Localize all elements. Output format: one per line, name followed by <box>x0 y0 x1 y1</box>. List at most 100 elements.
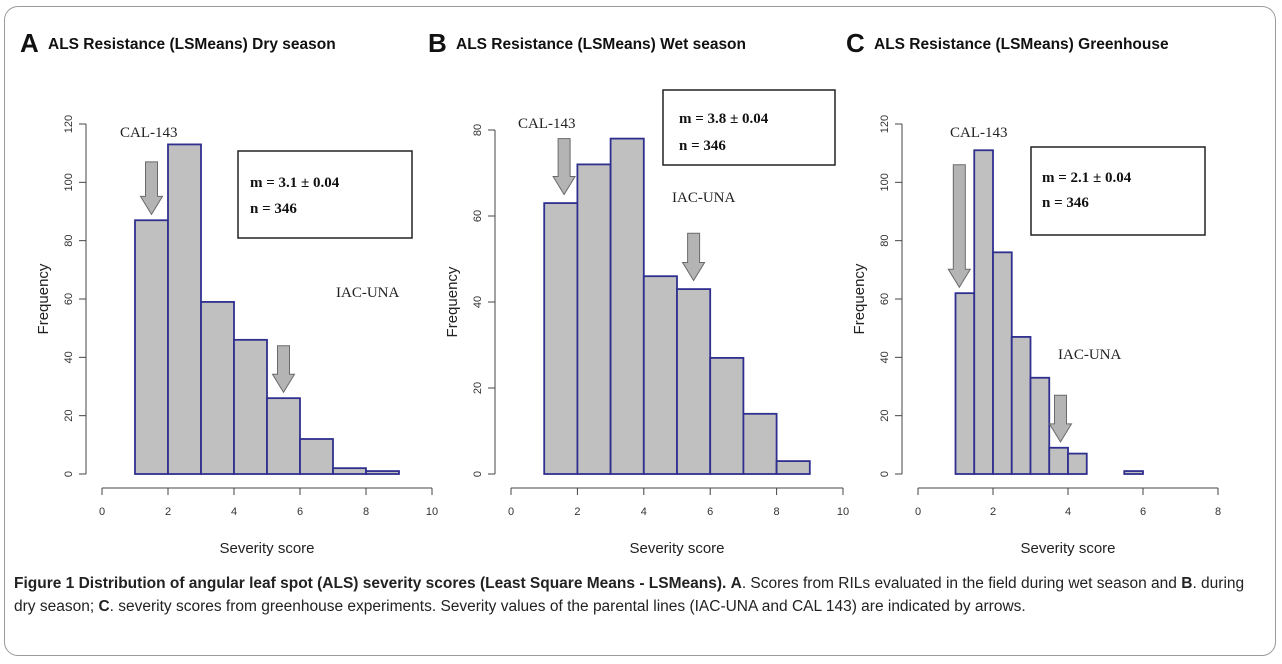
histogram-bar <box>233 338 268 475</box>
y-tick-label: 0 <box>63 471 75 477</box>
panel-b-x-axis-title: Severity score <box>629 540 724 557</box>
x-tick-label: 0 <box>508 506 514 518</box>
histogram-bar <box>1067 452 1088 475</box>
x-tick-label: 10 <box>837 506 849 518</box>
y-tick-label: 100 <box>63 173 75 191</box>
histogram-bar <box>576 163 612 475</box>
panel-b-iac-una-label: IAC-UNA <box>672 190 735 206</box>
histogram-panels: A ALS Resistance (LSMeans) Dry season 0 2 4 6… <box>20 28 1221 557</box>
panel-c-iac-una-arrow <box>1048 394 1073 443</box>
caption-title: Figure 1 Distribution of angular leaf sp… <box>14 575 727 592</box>
histogram-bar <box>1029 376 1051 475</box>
panel-b-stats-n: n = 346 <box>679 138 726 154</box>
x-tick-label: 6 <box>297 506 303 518</box>
panel-b-cal-143-label: CAL-143 <box>518 116 576 132</box>
y-tick-label: 100 <box>879 173 891 191</box>
panel-c-label: C <box>846 28 865 58</box>
x-tick-label: 0 <box>915 506 921 518</box>
x-tick-label: 4 <box>231 506 237 518</box>
panel-a-stats-box <box>237 150 413 239</box>
panel-a-label: A <box>20 28 39 58</box>
panel-b-label: B <box>428 28 447 58</box>
panel-a-x-axis-title: Severity score <box>219 540 314 557</box>
histogram-bar <box>709 356 745 475</box>
panel-a-iac-una-label: IAC-UNA <box>336 285 399 301</box>
histogram-bar <box>742 412 778 475</box>
y-tick-label: 80 <box>63 235 75 247</box>
panel-c-stats-n: n = 346 <box>1042 195 1089 211</box>
y-tick-label: 60 <box>63 293 75 305</box>
y-tick-label: 0 <box>472 471 484 477</box>
caption-text-b: . during dry season; <box>14 575 1245 615</box>
y-tick-label: 60 <box>472 210 484 222</box>
x-tick-label: 4 <box>1065 506 1071 518</box>
histogram-bar <box>1048 446 1069 475</box>
caption-text-a: . Scores from RILs evaluated in the fiel… <box>741 575 1182 592</box>
y-tick-label: 20 <box>879 410 891 422</box>
histogram-bar <box>200 301 235 475</box>
histogram-bar <box>1123 470 1144 475</box>
histogram-bar <box>1010 336 1032 475</box>
histogram-bar <box>676 288 712 475</box>
y-tick-label: 120 <box>63 115 75 133</box>
y-tick-label: 40 <box>63 351 75 363</box>
y-tick-label: 20 <box>472 382 484 394</box>
histogram-bar <box>266 397 301 475</box>
histogram-bar <box>365 470 400 475</box>
panel-c-y-axis-title: Frequency <box>851 263 868 334</box>
panel-b-y-axis-title: Frequency <box>444 266 461 337</box>
panel-b-title: ALS Resistance (LSMeans) Wet season <box>456 36 746 53</box>
y-tick-label: 40 <box>879 351 891 363</box>
x-tick-label: 8 <box>363 506 369 518</box>
panel-a-stats-n: n = 346 <box>250 201 297 217</box>
histogram-bar <box>642 275 678 475</box>
histogram-bar <box>299 438 334 475</box>
x-tick-label: 2 <box>990 506 996 518</box>
panel-a-cal-143-arrow <box>139 161 164 216</box>
panel-b-stats-mean: m = 3.8 ± 0.04 <box>679 111 769 127</box>
panel-c-stats-box <box>1030 146 1206 236</box>
panel-b-stats-box <box>662 89 836 166</box>
panel-c-x-axis-title: Severity score <box>1020 540 1115 557</box>
y-tick-label: 0 <box>879 471 891 477</box>
x-tick-label: 8 <box>774 506 780 518</box>
y-tick-label: 80 <box>879 235 891 247</box>
caption-label-b: B <box>1181 575 1193 592</box>
panel-c-title: ALS Resistance (LSMeans) Greenhouse <box>874 36 1169 53</box>
panel-b-cal-143-arrow <box>552 138 576 196</box>
caption-label-c: C <box>98 598 110 615</box>
x-tick-label: 6 <box>707 506 713 518</box>
histogram-bar <box>973 149 994 475</box>
x-tick-label: 8 <box>1215 506 1221 518</box>
y-tick-label: 60 <box>879 293 891 305</box>
figure-caption: Figure 1 Distribution of angular leaf sp… <box>14 572 1264 618</box>
histogram-bar <box>134 219 169 475</box>
x-tick-label: 2 <box>574 506 580 518</box>
panel-c-cal-143-label: CAL-143 <box>950 125 1008 141</box>
histogram-bar <box>775 460 811 475</box>
x-tick-label: 0 <box>99 506 105 518</box>
histogram-bar <box>954 292 976 475</box>
y-tick-label: 80 <box>472 124 484 136</box>
panel-b-iac-una-arrow <box>681 232 706 282</box>
panel-c-iac-una-label: IAC-UNA <box>1058 347 1121 363</box>
panel-c-stats-mean: m = 2.1 ± 0.04 <box>1042 170 1132 186</box>
x-tick-label: 4 <box>641 506 647 518</box>
panel-a-title: ALS Resistance (LSMeans) Dry season <box>48 36 336 53</box>
caption-text-c: . severity scores from greenhouse experi… <box>109 598 1026 615</box>
caption-label-a: A <box>730 575 742 592</box>
panel-a-iac-una-arrow <box>271 345 296 394</box>
histogram-bar <box>332 467 367 475</box>
histogram-bar <box>167 143 202 475</box>
x-tick-label: 6 <box>1140 506 1146 518</box>
panel-a-cal-143-label: CAL-143 <box>120 125 178 141</box>
y-tick-label: 40 <box>472 296 484 308</box>
panel-a-stats-mean: m = 3.1 ± 0.04 <box>250 175 340 191</box>
histogram-bar <box>609 137 645 475</box>
histogram-bar <box>543 202 579 475</box>
panel-c-cal-143-arrow <box>947 164 972 289</box>
x-tick-label: 10 <box>426 506 438 518</box>
y-tick-label: 20 <box>63 410 75 422</box>
histogram-bar <box>992 251 1013 475</box>
y-tick-label: 120 <box>879 115 891 133</box>
